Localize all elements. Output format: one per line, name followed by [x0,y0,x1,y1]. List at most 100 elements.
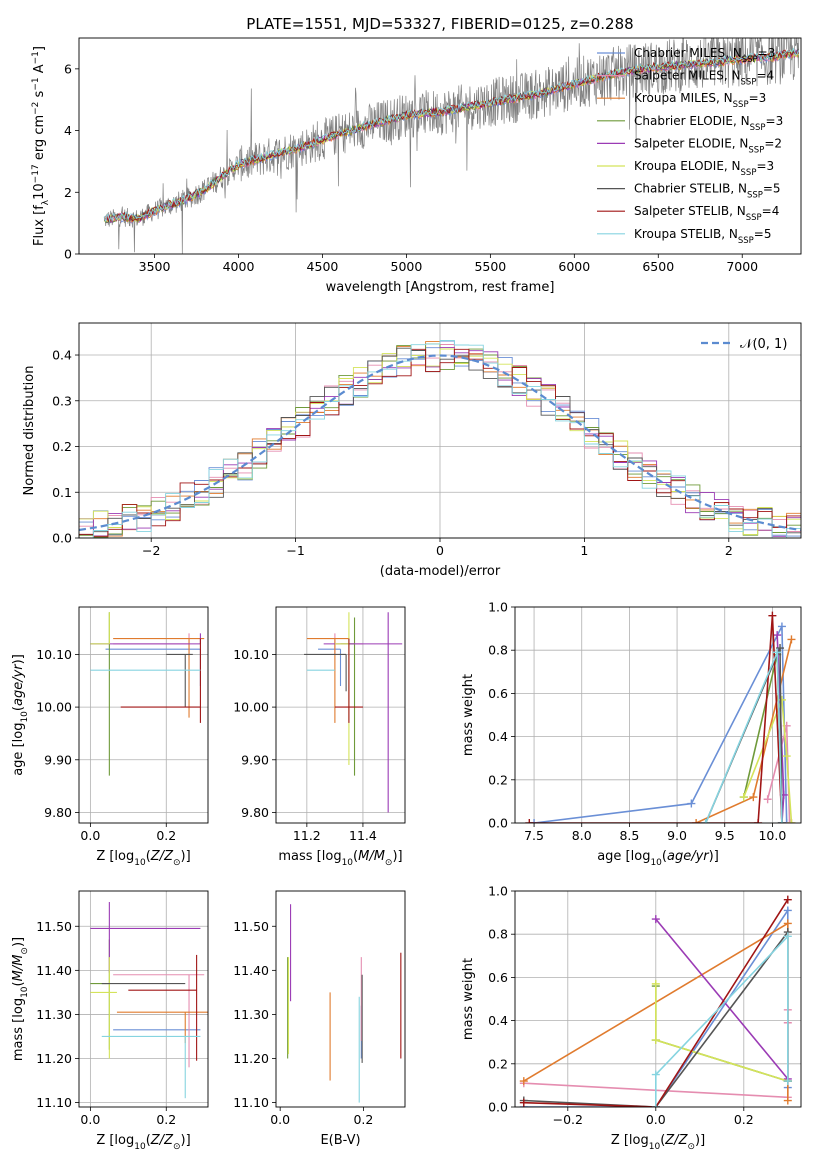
legend-tail: =3 [758,46,776,60]
plus-marker [777,819,786,823]
y-tick-label: 0.3 [52,393,72,408]
legend-name: Kroupa STELIB, N [634,227,738,241]
y-tick-label: 0.8 [488,927,508,942]
x-tick-label: 0.2 [734,1112,754,1127]
x-tick-label: 6500 [642,259,674,274]
legend-tail: =5 [754,227,772,241]
label-part: )] [392,849,402,864]
label-part: ⊙ [20,947,30,955]
legend-sub: SSP [742,55,758,65]
mass-weight-vs-age-panel: 7.5 8.0 8.5 9.0 9.5 10.0 0.0 0.2 0.4 0.6 0.8 1.0 age… [461,600,802,868]
x-tick-label: 0.0 [80,1112,100,1127]
y-tick-label: 6 [64,61,72,76]
histogram-kroupa_stelib [79,340,801,538]
legend-entry: Salpeter STELIB, NSSP=4 [634,204,779,223]
legend-tail: =2 [764,136,782,150]
label-part: age [log [597,849,650,864]
plus-marker [783,895,792,904]
legend-entry: Chabrier MILES, NSSP=3 [634,46,775,65]
plus-marker [651,1103,660,1107]
y-tick-label: 0.1 [52,485,72,500]
x-tick-label: 10.0 [758,828,786,843]
legend-tail: =3 [766,114,784,128]
legend-entry: Kroupa ELODIE, NSSP=3 [634,159,774,178]
x-axis-label: mass [log10(M/M⊙)] [278,849,402,868]
plus-marker [787,819,796,823]
plus-marker [525,819,534,823]
y-tick-label: 9.80 [44,805,72,820]
point-chabrier_stelib [166,653,193,708]
model-spectrum-kroupa_stelib [103,47,799,223]
y-axis-label: mass weight [461,674,476,756]
plus-marker [739,793,748,802]
legend-tail: =4 [762,204,780,218]
point-salpeter_miles [113,974,205,1068]
label-part: age [log [11,723,26,776]
y-tick-label: 10.10 [36,647,72,662]
point-kroupa_elodie [90,957,117,1059]
x-tick-label: 0.0 [80,828,100,843]
point-kroupa_miles [113,638,205,718]
y-axis-label: mass [log10(M/M⊙)] [11,937,30,1061]
x-tick-label: 6000 [558,259,590,274]
y-tick-label: 11.30 [233,1007,269,1022]
legend-sub: SSP [748,145,764,155]
label-part: Z/Z [150,849,174,864]
label-part: Z/Z [150,1133,174,1148]
plus-marker [519,1098,528,1107]
point-salpeter_stelib [120,638,201,723]
y-tick-label: 9.90 [44,752,72,767]
legend-tail: =5 [763,182,781,196]
mass-weight-vs-metallicity-panel: −0.2 0.0 0.2 0.0 0.2 0.4 0.6 0.8 1.0 Z [log10(Z/Z… [461,884,802,1152]
legend-name: Salpeter ELODIE, N [634,136,748,150]
x-tick-label: 7000 [726,259,758,274]
plus-marker [783,1096,792,1105]
legend-entry: 𝒩(0, 1) [740,337,787,352]
label-part: λ [41,199,51,205]
x-axis-label: age [log10(age/yr)] [597,849,719,868]
label-part: ⊙ [173,858,181,868]
y-tick-label: 9.90 [241,752,269,767]
y-tick-label: 2 [64,185,72,200]
series-line [529,615,783,823]
legend-entry: Salpeter MILES, NSSP=4 [634,69,774,88]
label-part: (data-model)/error [380,564,501,579]
y-axis-label: mass weight [461,958,476,1040]
legend-tail: =4 [756,69,774,83]
y-tick-label: 1.0 [488,884,508,899]
x-tick-label: 0.0 [646,1112,666,1127]
normal-curve [79,354,801,532]
label-part: wavelength [Angstrom, rest frame] [326,280,555,295]
label-part: ⊙ [687,1142,695,1152]
label-part: ⊙ [385,858,393,868]
y-axis-label: age [log10(age/yr)] [11,654,30,776]
y-tick-label: 11.10 [233,1095,269,1110]
x-tick-label: 0.2 [156,828,176,843]
series-line [523,899,789,1107]
label-part: 10 [649,1142,661,1152]
x-tick-label: 8.0 [572,828,592,843]
label-part: ( [662,849,667,864]
x-tick-label: 8.5 [619,828,639,843]
x-tick-label: 7.5 [524,828,544,843]
x-tick-label: 2 [725,543,733,558]
label-part: 10 [134,858,146,868]
age-vs-mass-panel: 11.2 11.4 9.80 9.90 10.00 10.10 mass [log10(M/… [233,606,406,868]
x-axis-label: E(B-V) [320,1133,360,1148]
label-part: −1 [31,77,41,90]
legend-sub: SSP [738,236,754,246]
x-tick-label: 11.2 [293,828,321,843]
y-tick-label: 11.30 [36,1007,72,1022]
plus-marker [651,915,660,924]
y-tick-label: 0.0 [52,531,72,546]
plus-marker [776,644,785,653]
legend-name: Salpeter STELIB, N [634,204,746,218]
plus-marker [687,799,696,808]
legend-name: Kroupa MILES, N [634,91,733,105]
label-part: Z/Z [664,1133,688,1148]
label-part: )] [181,849,191,864]
legend-name: Salpeter MILES, N [634,69,741,83]
y-tick-label: 0 [64,247,72,262]
plus-marker [763,795,772,804]
